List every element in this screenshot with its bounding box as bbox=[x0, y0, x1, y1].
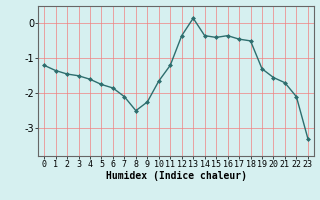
X-axis label: Humidex (Indice chaleur): Humidex (Indice chaleur) bbox=[106, 171, 246, 181]
